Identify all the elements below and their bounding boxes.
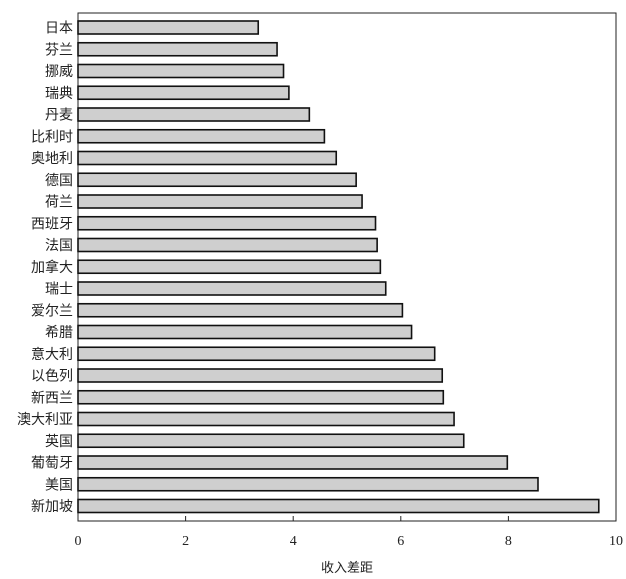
x-tick-label: 2 [182,534,189,549]
x-axis-title: 收入差距 [321,561,373,576]
category-label: 西班牙 [31,216,73,232]
bar [77,259,382,275]
category-label: 加拿大 [31,259,73,276]
category-label: 芬兰 [45,42,73,58]
category-label: 比利时 [31,129,73,145]
category-label: 英国 [45,433,73,450]
category-label: 以色列 [31,368,73,385]
bar [77,302,404,318]
bar [77,41,278,57]
bar [77,215,377,231]
bar [77,85,290,101]
bars-group [77,20,600,514]
bar [77,107,311,122]
bar [77,498,600,514]
category-label: 瑞典 [45,86,73,102]
category-label: 日本 [45,21,73,37]
category-label: 奥地利 [31,150,73,167]
category-label: 葡萄牙 [31,456,73,472]
x-tick-label: 10 [609,534,623,549]
bar [77,20,260,35]
category-label: 意大利 [31,346,73,363]
x-tick-label: 0 [75,534,82,549]
category-label: 希腊 [45,325,73,341]
category-label: 丹麦 [45,108,73,124]
bar [77,172,357,188]
category-label: 新加坡 [31,499,73,515]
x-tick-label: 6 [397,534,404,549]
category-label: 荷兰 [45,195,73,211]
bar [77,281,387,296]
bar [77,411,455,427]
category-label: 新西兰 [31,390,73,406]
bar [77,194,363,209]
bar [77,389,445,405]
bar [77,63,285,79]
category-label: 爱尔兰 [31,303,73,319]
bar [77,455,509,470]
category-labels-group: 日本芬兰挪威瑞典丹麦比利时奥地利德国荷兰西班牙法国加拿大瑞士爱尔兰希腊意大利以色… [17,21,73,516]
bar [77,128,326,144]
bar [77,237,378,253]
bar [77,346,436,362]
category-label: 法国 [45,238,73,254]
category-label: 澳大利亚 [17,412,73,428]
x-tick-label: 8 [505,534,512,549]
x-tick-label: 4 [290,534,297,549]
bar [77,324,413,340]
bar [77,150,338,166]
category-label: 瑞士 [45,282,73,298]
category-label: 德国 [45,173,73,189]
bar [77,476,539,492]
category-label: 美国 [45,477,73,493]
x-ticks-group: 0 2 4 6 8 10 [75,516,623,549]
bar [77,433,465,449]
bar [77,368,444,383]
category-label: 挪威 [45,64,73,80]
